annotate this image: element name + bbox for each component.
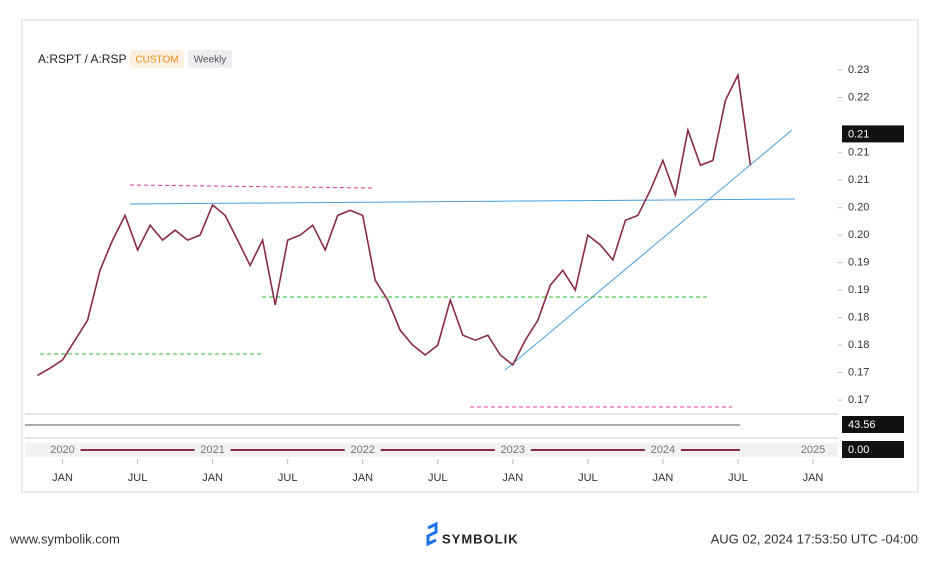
logo [426, 521, 438, 547]
interval-bg [188, 50, 232, 68]
last-price: 0.21 [848, 128, 869, 140]
year-bg [494, 444, 531, 456]
y-tick-label: 0.17 [848, 394, 869, 406]
site[interactable]: www.symbolik.com [9, 531, 120, 546]
x-tick-label: JUL [428, 472, 448, 484]
year-label: 2020 [50, 444, 74, 456]
drawings [40, 129, 796, 408]
price-pane [25, 35, 838, 410]
y-tick-label: 0.22 [848, 92, 869, 104]
value-box [842, 416, 904, 433]
year-bg [794, 444, 831, 456]
y-tick-label: 0.19 [848, 284, 869, 296]
x-tick-label: JUL [728, 472, 748, 484]
last-price-box [842, 125, 904, 143]
price-line [37, 72, 752, 377]
y-tick-label: 0.20 [848, 229, 869, 241]
y-tick-label: 0.19 [848, 257, 869, 269]
x-tick-label: JUL [128, 472, 148, 484]
x-tick-label: JAN [653, 472, 674, 484]
year-label: 2024 [651, 444, 675, 456]
x-tick-label: JAN [352, 472, 373, 484]
value-box [842, 441, 904, 458]
year-bg [644, 444, 681, 456]
y-tick-label: 0.17 [848, 367, 869, 379]
year-bg [344, 444, 381, 456]
indicator-value: 0.00 [848, 444, 869, 456]
x-tick-label: JAN [52, 472, 73, 484]
x-tick-label: JAN [502, 472, 523, 484]
y-tick-label: 0.23 [848, 64, 869, 76]
y-tick-label: 0.18 [848, 339, 869, 351]
badge[interactable]: CUSTOM [135, 55, 178, 66]
x-tick-label: JUL [278, 472, 298, 484]
year-bg [194, 444, 231, 456]
symbol: A:RSPT / A:RSP [38, 52, 126, 66]
indicator-value: 43.56 [848, 419, 876, 431]
year-label: 2023 [501, 444, 525, 456]
year-label: 2021 [200, 444, 224, 456]
x-tick-label: JUL [578, 472, 598, 484]
interval[interactable]: Weekly [194, 55, 227, 66]
y-tick-label: 0.18 [848, 312, 869, 324]
y-tick-label: 0.21 [848, 174, 869, 186]
year-label: 2022 [350, 444, 374, 456]
timestamp: AUG 02, 2024 17:53:50 UTC -04:00 [711, 531, 918, 546]
x-tick-label: JAN [803, 472, 824, 484]
x-tick-label: JAN [202, 472, 223, 484]
y-tick-label: 0.21 [848, 147, 869, 159]
y-tick-label: 0.20 [848, 202, 869, 214]
year-label: 2025 [801, 444, 825, 456]
badge-bg [130, 50, 184, 68]
year-bg [44, 444, 81, 456]
brand: SYMBOLIK [442, 531, 519, 546]
